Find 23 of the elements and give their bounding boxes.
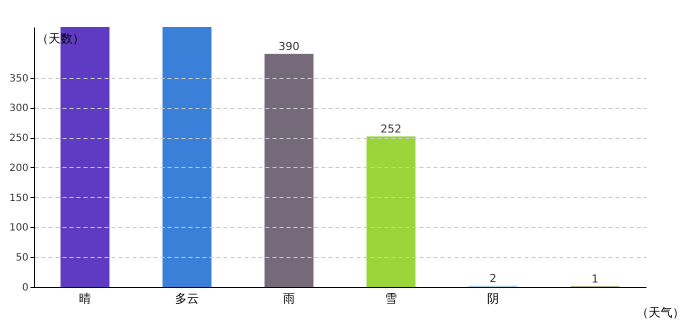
y-tick-label: 150 bbox=[9, 192, 28, 204]
bar bbox=[60, 27, 110, 287]
x-axis-title: （天气） bbox=[636, 306, 680, 320]
x-tick-label: 雨 bbox=[283, 292, 295, 306]
x-tick-label: 阴 bbox=[487, 292, 499, 306]
data-label: 1 bbox=[592, 272, 598, 286]
y-tick-label: 50 bbox=[16, 252, 28, 264]
bar bbox=[162, 27, 212, 287]
x-tick-label: 晴 bbox=[79, 292, 91, 306]
y-tick-label: 0 bbox=[22, 282, 28, 294]
data-label: 252 bbox=[380, 122, 402, 136]
y-tick-label: 250 bbox=[9, 133, 28, 144]
bar bbox=[264, 54, 314, 287]
y-tick-label: 350 bbox=[9, 73, 28, 84]
bar bbox=[366, 136, 416, 287]
x-tick-label: 多云 bbox=[175, 292, 199, 306]
y-tick-label: 200 bbox=[9, 162, 28, 174]
y-tick-label: 300 bbox=[9, 103, 28, 114]
x-tick-label: 雪 bbox=[385, 292, 397, 306]
data-label: 390 bbox=[278, 40, 300, 53]
y-tick-label: 100 bbox=[9, 222, 28, 234]
y-axis-title: （天数） bbox=[36, 32, 84, 46]
data-label: 2 bbox=[490, 272, 496, 285]
